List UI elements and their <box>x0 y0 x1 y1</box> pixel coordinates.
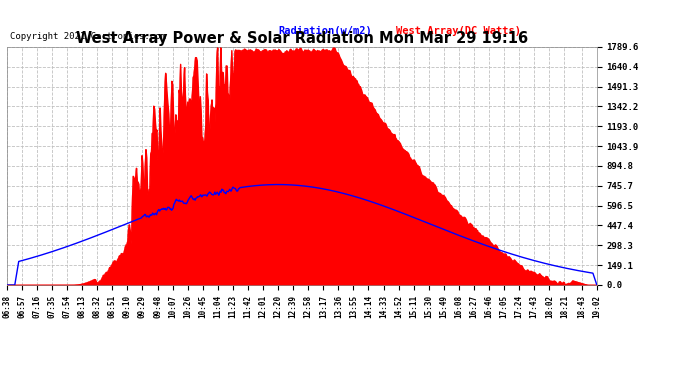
Text: Radiation(w/m2): Radiation(w/m2) <box>278 26 372 36</box>
Title: West Array Power & Solar Radiation Mon Mar 29 19:16: West Array Power & Solar Radiation Mon M… <box>76 31 528 46</box>
Text: Copyright 2021 Cartronics.com: Copyright 2021 Cartronics.com <box>10 32 166 41</box>
Text: West Array(DC Watts): West Array(DC Watts) <box>396 26 521 36</box>
